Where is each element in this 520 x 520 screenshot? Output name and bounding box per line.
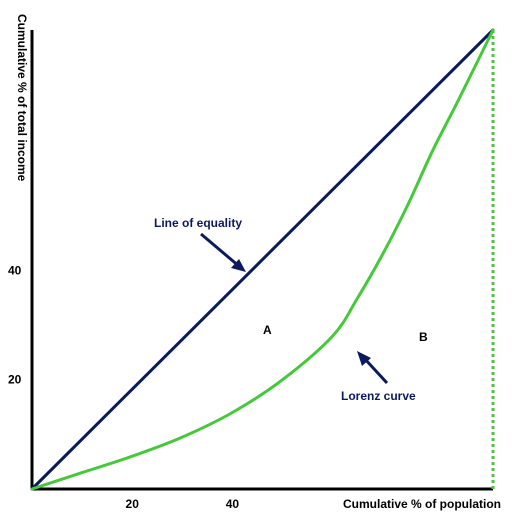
arrow-line-of-equality <box>200 232 246 272</box>
y-tick-label: 40 <box>8 263 22 277</box>
series-line-line-of-equality <box>30 28 495 491</box>
x-tick-label: 20 <box>126 497 140 511</box>
arrow-lorenz-curve <box>357 351 389 385</box>
area-label-b: B <box>419 330 428 344</box>
annotation-lorenz-curve: Lorenz curve <box>341 389 416 403</box>
series-line-lorenz-curve <box>30 28 495 491</box>
tick-layer: 20 40 20 40 <box>8 263 239 511</box>
y-axis-label: Cumulative % of total income <box>15 14 29 182</box>
series-layer <box>30 28 495 491</box>
annotation-line-of-equality: Line of equality <box>154 216 242 230</box>
area-label-a: A <box>263 323 272 337</box>
x-axis-label: Cumulative % of population <box>343 497 501 511</box>
x-tick-label: 40 <box>226 497 240 511</box>
y-tick-label: 20 <box>8 373 22 387</box>
